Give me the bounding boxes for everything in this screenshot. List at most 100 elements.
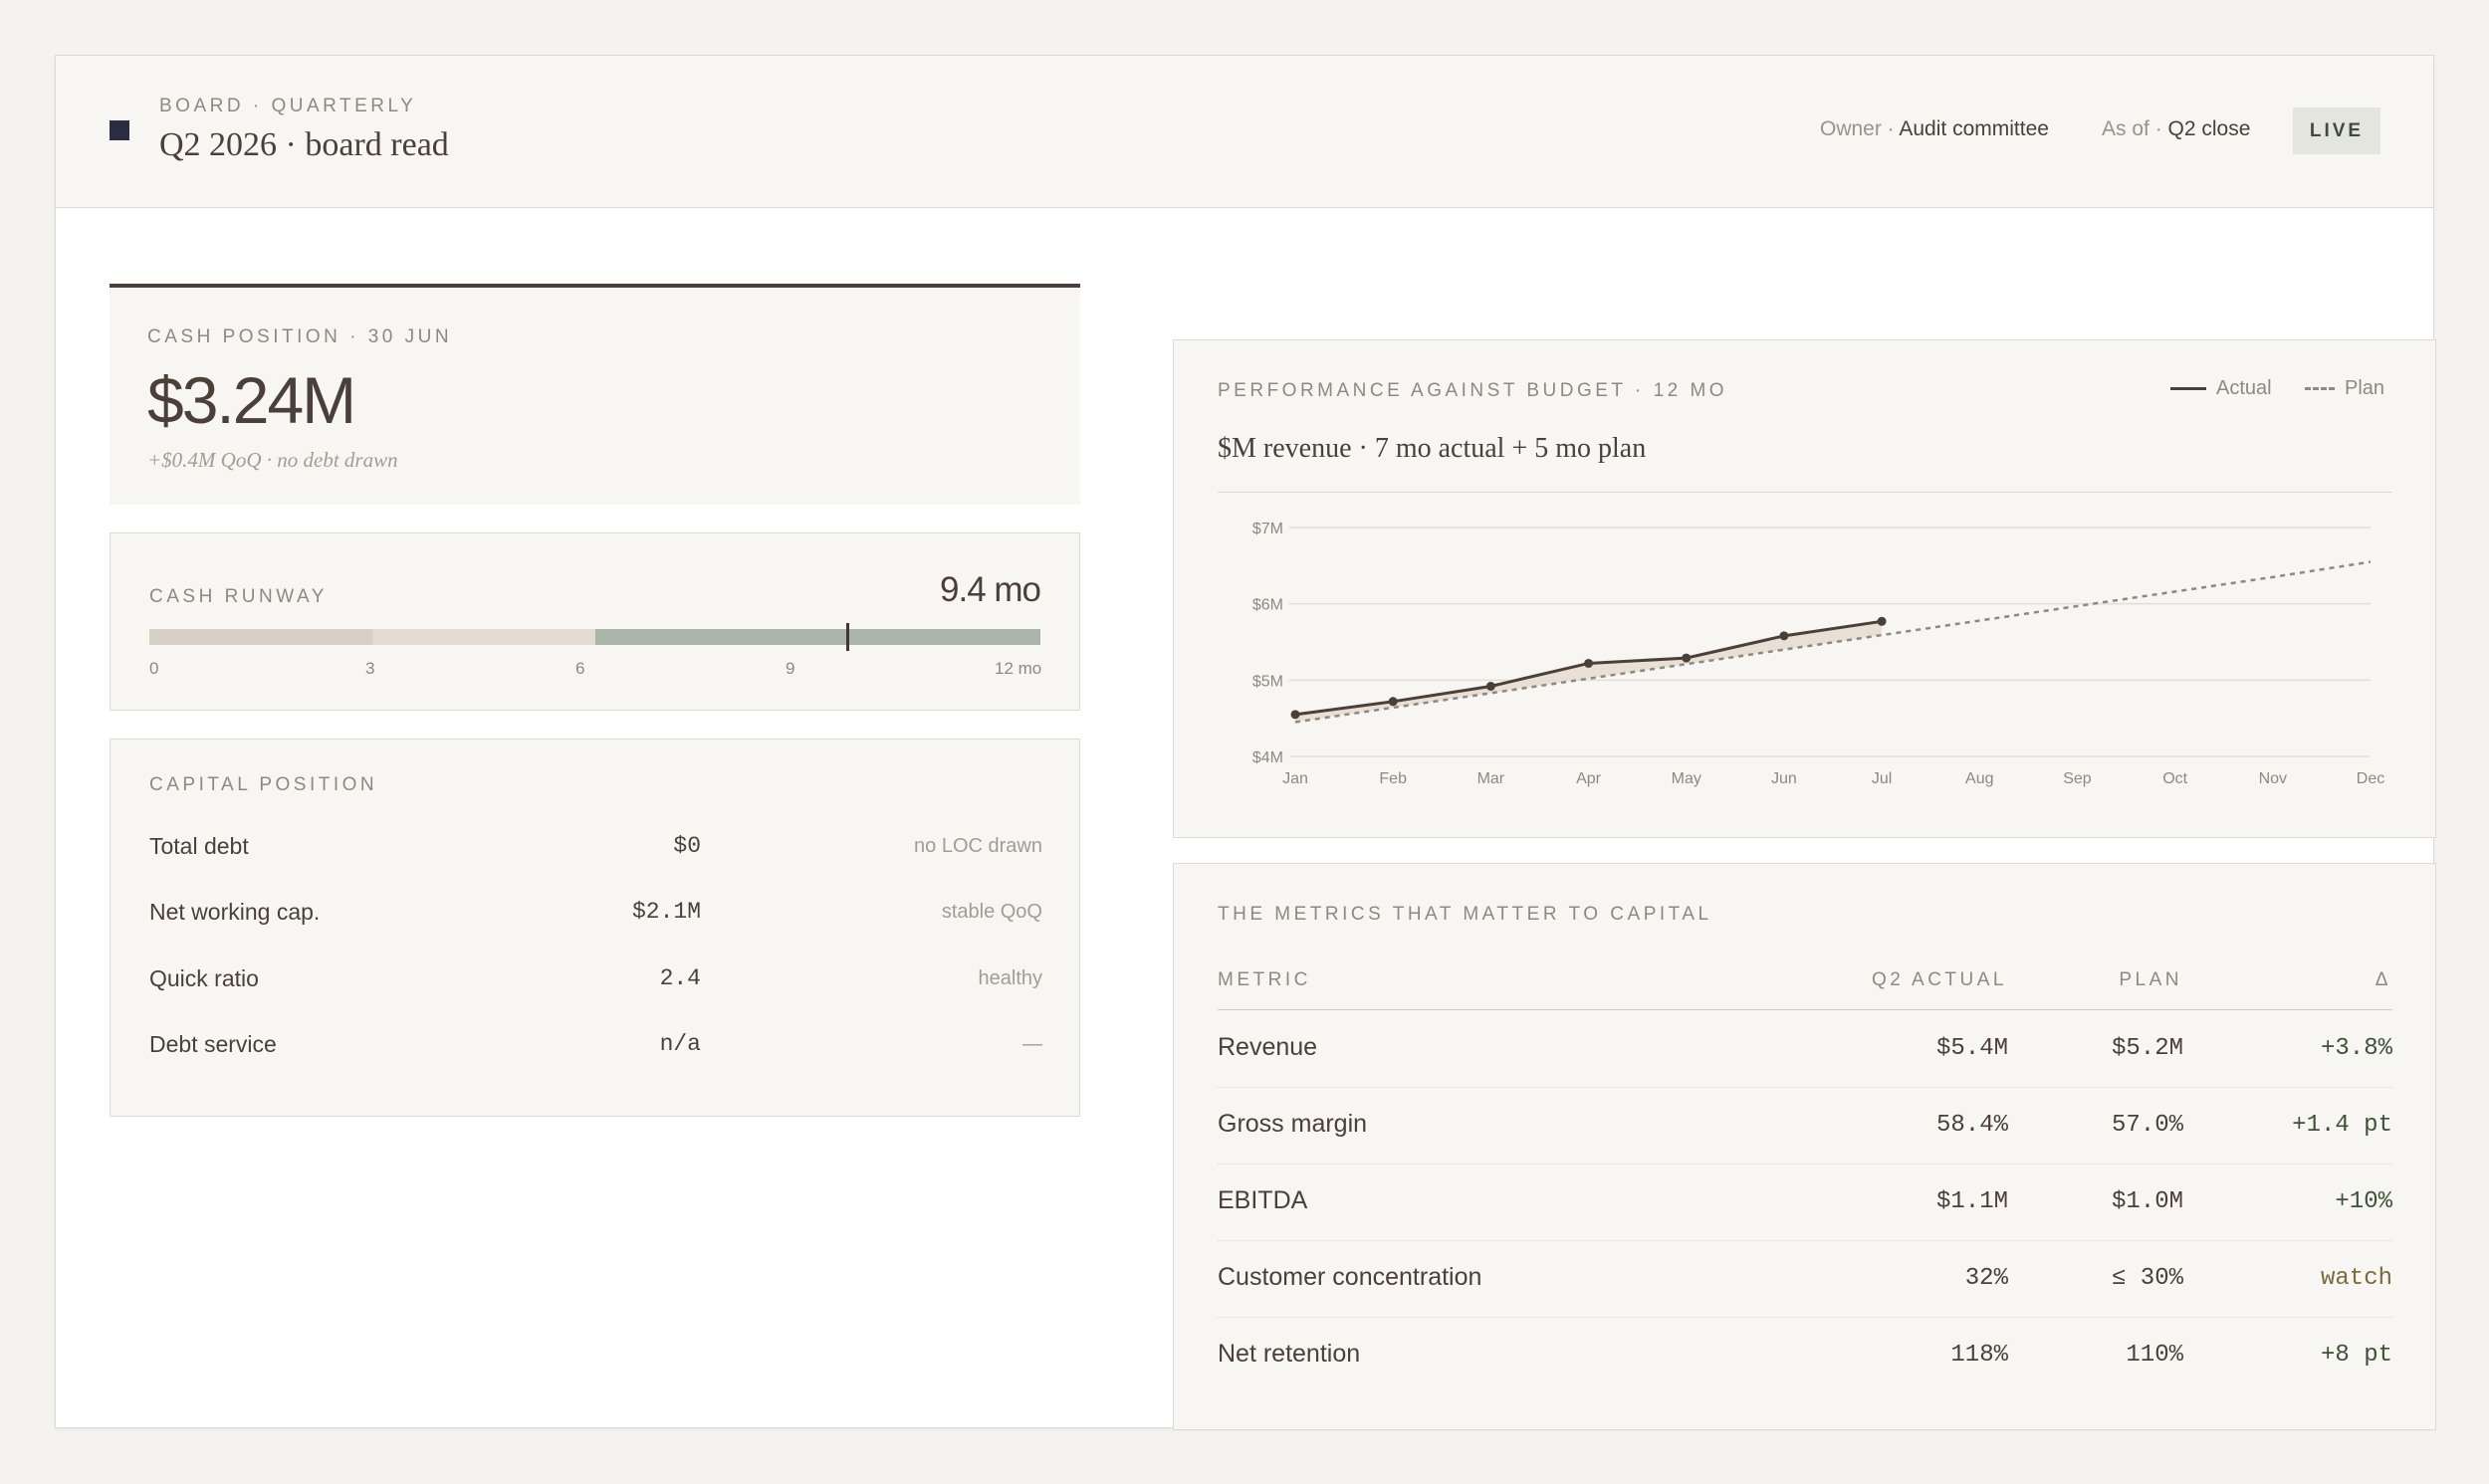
plan-line (1294, 560, 2372, 724)
brand-square-icon (110, 120, 129, 140)
capital-row-value: n/a (659, 1031, 701, 1057)
metric-plan: ≤ 30% (2111, 1265, 2183, 1292)
metric-actual: 58.4% (1935, 1112, 2008, 1139)
actual-point (1290, 710, 1300, 720)
cash-position-value: $3.24M (147, 363, 356, 437)
metric-name: Net retention (1218, 1340, 1361, 1368)
runway-tick: 9 (786, 659, 795, 678)
capital-row-name: Net working cap. (149, 899, 321, 925)
metrics-header-delta: Δ (2375, 969, 2391, 990)
x-tick-label: May (1672, 770, 1701, 787)
metric-actual: 32% (1964, 1265, 2008, 1292)
x-tick-label: Mar (1477, 770, 1505, 787)
metrics-header-actual: Q2 ACTUAL (1871, 969, 2007, 990)
cash-runway-label: CASH RUNWAY (149, 586, 328, 607)
x-tick-label: Apr (1576, 770, 1602, 787)
actual-point (1877, 616, 1887, 626)
performance-chart-card: PERFORMANCE AGAINST BUDGET · 12 MO Actua… (1173, 339, 2436, 838)
capital-row-note: healthy (978, 967, 1043, 989)
metric-delta: watch (2320, 1265, 2392, 1292)
x-tick-label: Sep (2063, 770, 2092, 787)
legend-actual: Actual (2170, 377, 2272, 400)
actual-point (1682, 653, 1692, 663)
metrics-row: Gross margin 58.4% 57.0% +1.4 pt (1218, 1088, 2392, 1165)
runway-segment-3-6 (372, 629, 595, 645)
runway-tick: 0 (149, 659, 159, 678)
metrics-row: Customer concentration 32% ≤ 30% watch (1218, 1241, 2392, 1318)
runway-bar (149, 629, 1040, 645)
x-tick-label: Oct (2162, 770, 2187, 787)
capital-position-card: CAPITAL POSITION Total debt $0 no LOC dr… (110, 739, 1080, 1117)
metrics-header-plan: PLAN (2119, 969, 2182, 990)
metrics-row: EBITDA $1.1M $1.0M +10% (1218, 1165, 2392, 1241)
metric-actual: $5.4M (1935, 1035, 2008, 1062)
metric-plan: $5.2M (2111, 1035, 2183, 1062)
x-tick-label: Aug (1965, 770, 1993, 787)
y-tick-label: $5M (1252, 673, 1283, 690)
capital-row-name: Quick ratio (149, 965, 259, 991)
metric-delta: +8 pt (2320, 1342, 2392, 1369)
runway-tick: 6 (575, 659, 585, 678)
cash-position-label: CASH POSITION · 30 JUN (147, 326, 453, 347)
cash-position-card: CASH POSITION · 30 JUN $3.24M +$0.4M QoQ… (110, 284, 1080, 505)
capital-position-label: CAPITAL POSITION (149, 774, 378, 795)
x-tick-label: Jun (1771, 770, 1797, 787)
capital-row-value: 2.4 (659, 965, 701, 991)
cash-runway-value: 9.4 mo (940, 570, 1041, 609)
capital-row-note: — (1022, 1033, 1042, 1055)
legend-plan: Plan (2305, 377, 2384, 400)
capital-metrics-card: THE METRICS THAT MATTER TO CAPITAL METRI… (1173, 863, 2436, 1430)
cash-runway-card: CASH RUNWAY 9.4 mo 0 3 6 9 12 mo (110, 532, 1080, 711)
x-tick-label: Jan (1282, 770, 1308, 787)
capital-row: Debt service n/a — (149, 1025, 1042, 1065)
runway-segment-0-3 (149, 629, 372, 645)
owner-label: Owner · (1820, 117, 1895, 140)
dashboard-frame: BOARD · QUARTERLY Q2 2026 · board read O… (55, 55, 2436, 1430)
page-header: BOARD · QUARTERLY Q2 2026 · board read O… (56, 56, 2433, 208)
metric-delta: +1.4 pt (2292, 1112, 2392, 1139)
variance-area (1295, 621, 1883, 723)
metric-name: Customer concentration (1218, 1263, 1482, 1291)
metric-actual: $1.1M (1935, 1188, 2008, 1215)
chart-label: PERFORMANCE AGAINST BUDGET · 12 MO (1218, 380, 1728, 401)
metrics-label: THE METRICS THAT MATTER TO CAPITAL (1218, 904, 1712, 925)
asof-label: As of · (2102, 117, 2162, 140)
metrics-header-rule (1218, 1009, 2392, 1010)
metric-delta: +3.8% (2320, 1035, 2392, 1062)
capital-row: Total debt $0 no LOC drawn (149, 827, 1042, 867)
actual-point (1485, 681, 1495, 691)
x-tick-label: Dec (2357, 770, 2384, 787)
legend-plan-label: Plan (2345, 377, 2385, 399)
x-tick-label: Feb (1379, 770, 1407, 787)
metric-name: EBITDA (1218, 1186, 1308, 1214)
capital-row-note: no LOC drawn (914, 835, 1042, 857)
legend-actual-label: Actual (2216, 377, 2272, 399)
metric-plan: $1.0M (2111, 1188, 2183, 1215)
actual-point (1388, 697, 1398, 707)
revenue-chart: $4M $5M $6M $7M Jan Feb Mar Apr May Jun Jul Aug Sep O… (1252, 521, 2384, 787)
chart-title: $M revenue · 7 mo actual + 5 mo plan (1218, 433, 1647, 464)
metric-plan: 57.0% (2111, 1112, 2183, 1139)
runway-marker (846, 623, 850, 651)
metric-actual: 118% (1950, 1342, 2008, 1369)
capital-row-name: Debt service (149, 1031, 277, 1057)
metric-name: Gross margin (1218, 1110, 1368, 1138)
runway-tick: 12 mo (995, 659, 1042, 678)
capital-row-note: stable QoQ (941, 901, 1042, 923)
owner-meta: Owner · Audit committee (1820, 117, 2049, 141)
metrics-row: Net retention 118% 110% +8 pt (1218, 1318, 2392, 1394)
capital-row: Net working cap. $2.1M stable QoQ (149, 893, 1042, 933)
actual-point (1779, 631, 1789, 641)
metrics-header-metric: METRIC (1218, 969, 1311, 990)
metrics-row: Revenue $5.4M $5.2M +3.8% (1218, 1011, 2392, 1088)
capital-row-name: Total debt (149, 833, 249, 859)
y-tick-label: $4M (1252, 749, 1283, 766)
legend-plan-swatch (2305, 387, 2335, 390)
header-eyebrow: BOARD · QUARTERLY (159, 96, 417, 116)
owner-value: Audit committee (1899, 117, 2049, 140)
x-tick-label: Nov (2259, 770, 2287, 787)
capital-row: Quick ratio 2.4 healthy (149, 959, 1042, 999)
metric-delta: +10% (2335, 1188, 2392, 1215)
y-tick-label: $6M (1252, 597, 1283, 614)
x-tick-label: Jul (1872, 770, 1892, 787)
